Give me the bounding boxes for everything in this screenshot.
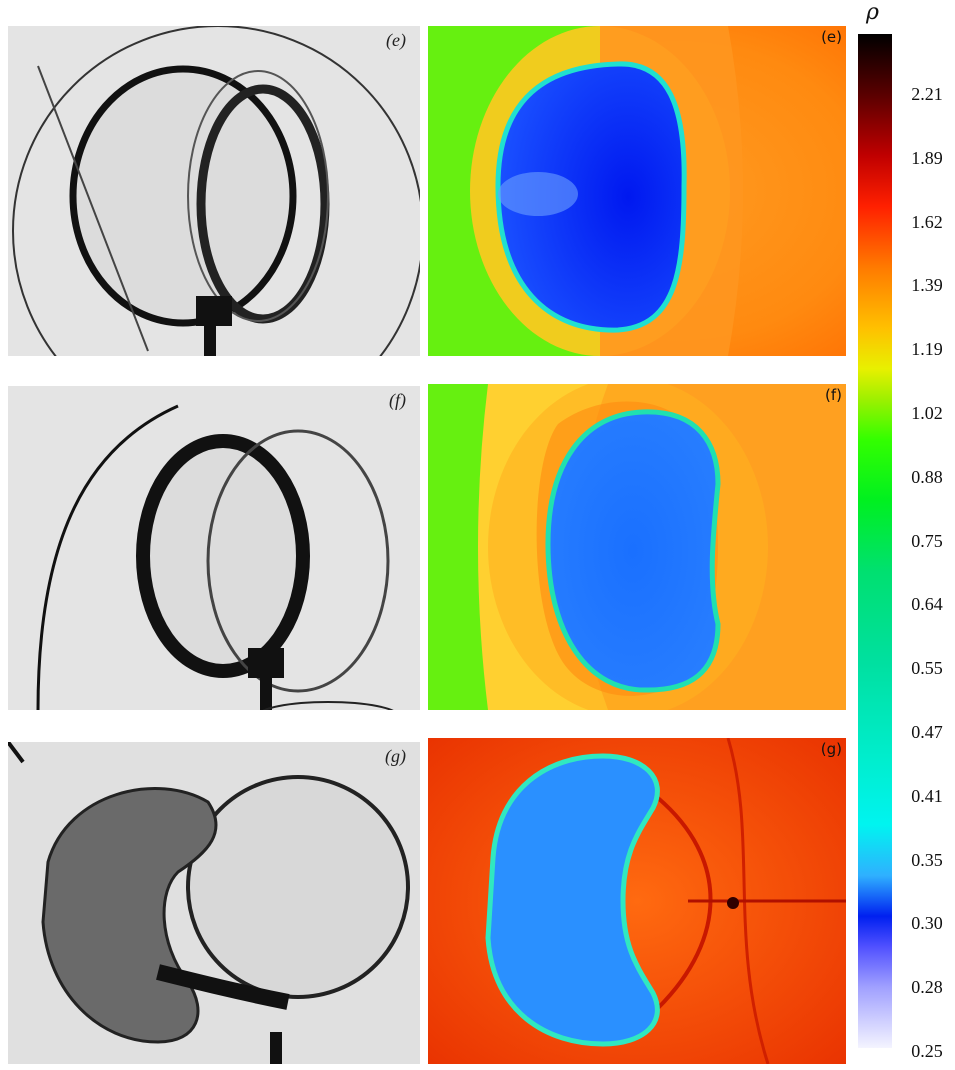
- colorbar-tick-label: 1.02: [911, 403, 943, 423]
- photo-panel-g: (g): [8, 742, 420, 1064]
- colorbar-tick-label: 1.89: [911, 147, 943, 168]
- colorbar-tick-label: 0.88: [911, 466, 943, 487]
- colorbar-tick-label: 0.28: [911, 977, 943, 998]
- colorbar-tick-label: 0.25: [911, 1041, 943, 1061]
- shadowgraph-image-g: [8, 742, 420, 1064]
- density-colorbar: [858, 34, 892, 1048]
- density-field-e: [428, 26, 846, 356]
- density-field-f: [428, 384, 846, 710]
- sim-label-f: (f): [825, 386, 842, 404]
- sim-label-e: (e): [821, 28, 842, 46]
- colorbar-symbol: ρ: [866, 0, 879, 25]
- colorbar-tick-label: 2.21: [911, 84, 943, 104]
- shadowgraph-image-f: [8, 386, 420, 710]
- shadowgraph-image-e: [8, 26, 420, 356]
- photo-label-g: (g): [385, 746, 406, 766]
- colorbar-tick-label: 0.47: [911, 722, 943, 742]
- colorbar-tick-label: 0.30: [911, 913, 943, 934]
- photo-panel-f: (f): [8, 386, 420, 710]
- simulation-panel-e: (e): [428, 26, 846, 356]
- sim-label-g: (g): [820, 740, 842, 758]
- photo-panel-e: (e): [8, 26, 420, 356]
- simulation-panel-g: (g): [428, 738, 846, 1064]
- photo-label-e: (e): [386, 30, 406, 50]
- colorbar-tick-label: 0.64: [911, 594, 943, 615]
- colorbar-tick-label: 1.39: [911, 275, 943, 296]
- simulation-panel-f: (f): [428, 384, 846, 710]
- colorbar-tick-label: 0.75: [911, 530, 943, 551]
- colorbar-tick-label: 1.62: [911, 211, 943, 232]
- colorbar-tick-label: 0.55: [911, 658, 943, 679]
- photo-label-f: (f): [389, 390, 406, 410]
- colorbar-tick-label: 1.19: [911, 339, 943, 360]
- colorbar-tick-label: 0.41: [911, 785, 943, 806]
- density-field-g: [428, 738, 846, 1064]
- colorbar-tick-label: 0.35: [911, 849, 943, 870]
